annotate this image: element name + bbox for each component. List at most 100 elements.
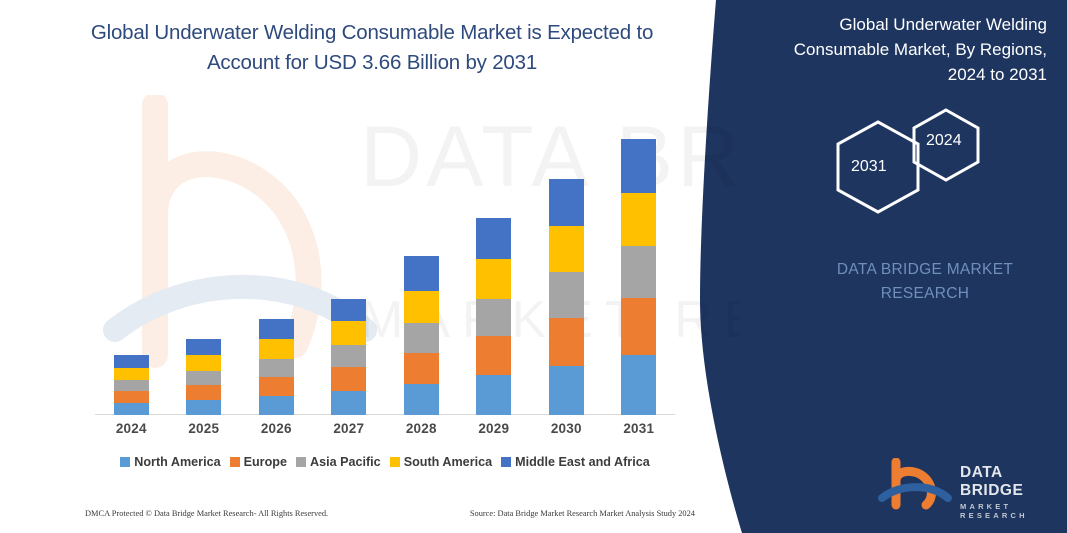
legend-label: Asia Pacific [309, 455, 381, 469]
legend-item-asia-pacific[interactable]: Asia Pacific [295, 455, 381, 469]
chart-plot-area [95, 120, 675, 415]
bar-column-2026[interactable] [240, 120, 313, 415]
bar-segment-europe[interactable] [331, 367, 367, 391]
bar-segment-asia-pacific[interactable] [548, 272, 584, 318]
hexagon-group: 2031 2024 [830, 108, 1030, 218]
bar-segment-south-america[interactable] [331, 321, 367, 345]
stacked-bar [548, 179, 584, 415]
bar-column-2030[interactable] [530, 120, 603, 415]
stacked-bar [403, 256, 439, 415]
legend-swatch-icon [501, 457, 512, 467]
legend-label: North America [134, 455, 221, 469]
bar-segment-north-america[interactable] [548, 366, 584, 415]
legend-label: Middle East and Africa [515, 455, 650, 469]
brand-wordmark: DATA BRIDGE MARKET RESEARCH [960, 464, 1067, 520]
legend-swatch-icon [120, 457, 131, 467]
bar-segment-asia-pacific[interactable] [331, 345, 367, 367]
bar-segment-asia-pacific[interactable] [113, 380, 149, 391]
bar-segment-north-america[interactable] [331, 391, 367, 415]
bar-segment-asia-pacific[interactable] [476, 299, 512, 336]
hexagon-2024 [912, 108, 980, 182]
bar-column-2024[interactable] [95, 120, 168, 415]
bar-segment-europe[interactable] [258, 377, 294, 396]
legend-label: South America [403, 455, 493, 469]
bar-column-2028[interactable] [385, 120, 458, 415]
bar-segment-middle-east-and-africa[interactable] [548, 179, 584, 226]
bar-column-2025[interactable] [168, 120, 241, 415]
panel-caption-line2: RESEARCH [880, 285, 970, 302]
bar-segment-south-america[interactable] [186, 355, 222, 371]
stacked-bar [476, 218, 512, 415]
x-axis-tick-2025: 2025 [188, 421, 220, 436]
bar-segment-south-america[interactable] [258, 339, 294, 359]
bar-segment-middle-east-and-africa[interactable] [476, 218, 512, 259]
bar-segment-middle-east-and-africa[interactable] [331, 299, 367, 321]
bar-segment-north-america[interactable] [258, 396, 294, 415]
brand-line2: MARKET RESEARCH [960, 502, 1028, 520]
x-axis-tick-2029: 2029 [478, 421, 510, 436]
legend-item-north-america[interactable]: North America [120, 455, 221, 469]
bar-segment-south-america[interactable] [113, 368, 149, 380]
bar-segment-middle-east-and-africa[interactable] [403, 256, 439, 291]
legend-item-europe[interactable]: Europe [229, 455, 287, 469]
bar-segment-asia-pacific[interactable] [258, 359, 294, 377]
bar-column-2031[interactable] [603, 120, 676, 415]
bar-segment-asia-pacific[interactable] [621, 246, 657, 298]
x-axis-line [95, 414, 675, 415]
hexagon-shapes [836, 108, 980, 214]
bar-segment-north-america[interactable] [476, 375, 512, 415]
panel-title: Global Underwater Welding Consumable Mar… [793, 15, 1047, 84]
stacked-bar [258, 319, 294, 415]
hexagon-2031 [836, 120, 920, 214]
bar-segment-europe[interactable] [113, 391, 149, 403]
bar-segment-middle-east-and-africa[interactable] [113, 355, 149, 368]
footer-bar: DMCA Protected © Data Bridge Market Rese… [85, 509, 695, 518]
bar-segment-europe[interactable] [403, 353, 439, 384]
stacked-bar [186, 339, 222, 415]
bar-segment-south-america[interactable] [548, 226, 584, 272]
x-axis-labels: 2024 2025 2026 2027 2028 2029 2030 2031 [95, 421, 675, 443]
bar-segment-europe[interactable] [476, 336, 512, 375]
bar-segment-asia-pacific[interactable] [403, 323, 439, 353]
bar-segment-south-america[interactable] [403, 291, 439, 323]
bar-segment-europe[interactable] [621, 298, 657, 355]
brand-line1: DATA BRIDGE [960, 464, 1024, 499]
footer-source: Source: Data Bridge Market Research Mark… [469, 509, 695, 518]
x-axis-tick-2026: 2026 [260, 421, 292, 436]
x-axis-tick-2031: 2031 [623, 421, 655, 436]
legend-swatch-icon [389, 457, 400, 467]
stacked-bar [113, 355, 149, 415]
x-axis-tick-2030: 2030 [550, 421, 582, 436]
bar-column-2029[interactable] [458, 120, 531, 415]
bar-segment-north-america[interactable] [113, 403, 149, 415]
bar-segment-south-america[interactable] [621, 193, 657, 246]
hexagon-label-2031: 2031 [851, 158, 887, 175]
legend-swatch-icon [295, 457, 306, 467]
hexagon-label-2024: 2024 [926, 132, 962, 149]
x-axis-tick-2028: 2028 [405, 421, 437, 436]
bar-segment-middle-east-and-africa[interactable] [258, 319, 294, 339]
data-bridge-b-logo-icon [878, 458, 952, 510]
legend-label: Europe [243, 455, 287, 469]
bar-segment-north-america[interactable] [403, 384, 439, 415]
bar-segment-middle-east-and-africa[interactable] [186, 339, 222, 355]
bar-segment-north-america[interactable] [186, 400, 222, 415]
legend-item-south-america[interactable]: South America [389, 455, 493, 469]
bar-segment-middle-east-and-africa[interactable] [621, 139, 657, 193]
x-axis-tick-2027: 2027 [333, 421, 365, 436]
chart-legend: North America Europe Asia Pacific South Ame… [95, 455, 675, 469]
bar-segment-asia-pacific[interactable] [186, 371, 222, 385]
bar-segment-north-america[interactable] [621, 355, 657, 415]
legend-swatch-icon [229, 457, 240, 467]
panel-caption-line1: DATA BRIDGE MARKET [836, 261, 1014, 278]
bar-segment-europe[interactable] [548, 318, 584, 366]
bar-column-2027[interactable] [313, 120, 386, 415]
legend-item-middle-east-and-africa[interactable]: Middle East and Africa [501, 455, 650, 469]
bar-segment-europe[interactable] [186, 385, 222, 400]
footer-copyright: DMCA Protected © Data Bridge Market Rese… [85, 509, 329, 518]
x-axis-tick-2024: 2024 [115, 421, 147, 436]
bar-segment-south-america[interactable] [476, 259, 512, 299]
stacked-bar [621, 139, 657, 415]
panel-brand-caption: DATA BRIDGE MARKET RESEARCH [800, 258, 1050, 306]
